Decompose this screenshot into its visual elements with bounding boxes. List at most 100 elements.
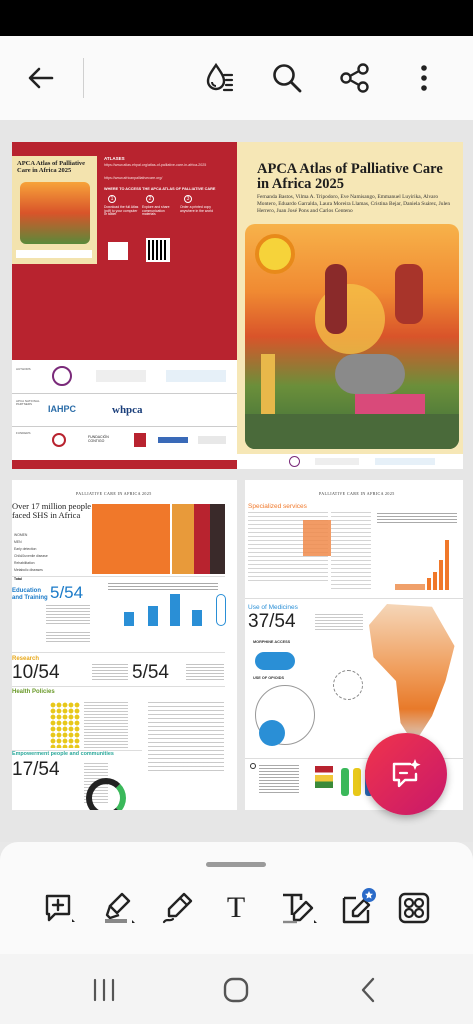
national-partners-label: APCA NATIONAL PARTNERS [16,399,40,407]
reading-mode-button[interactable] [197,56,241,100]
cover-thumbnail: APCA Atlas of Palliative Care in Africa … [12,156,97,264]
step-2-text: Explore and share communication material… [142,205,170,217]
more-tools-button[interactable] [392,886,436,930]
table-row: MEN [14,540,22,544]
highlighter-button[interactable] [97,886,141,930]
document-viewer[interactable]: APCA Atlas of Palliative Care in Africa … [0,120,473,842]
url-line-1[interactable]: https://www.atlas.ehpal.org/atlas-of-pal… [104,163,207,167]
highlighter-icon [105,892,135,923]
research-text-2 [186,664,224,682]
share-button[interactable] [333,56,377,100]
page-spread-left[interactable]: PALLIATIVE CARE IN AFRICA 2025 Over 17 m… [12,480,237,810]
ground-illustration [245,414,459,449]
building-icon [315,766,333,788]
text-tool-button[interactable]: T [214,886,258,930]
page-spread-right[interactable]: PALLIATIVE CARE IN AFRICA 2025 Specializ… [245,480,463,810]
logo-funder-4 [158,437,188,443]
figure-illustration-2 [395,264,423,324]
top-toolbar [0,36,473,120]
education-bar [148,606,158,626]
national-program-text [259,765,299,795]
table-row: Rehabilitation [14,561,35,565]
pen-draw-icon [162,892,193,924]
partner-logos-panel: AUTHORS APCA NATIONAL PARTNERS IAHPC whp… [12,360,237,460]
recents-button[interactable] [82,970,126,1010]
use-of-opioids-label: USE OF OPIOIDS [253,676,285,680]
medicines-text [315,614,363,632]
more-options-button[interactable] [402,56,446,100]
education-bar [170,594,180,626]
services-bar [433,572,437,590]
education-bar [192,610,202,626]
back-chevron-icon [361,977,375,1003]
edit-text-button[interactable] [277,886,321,930]
medicines-value: 37/54 [248,611,296,632]
giraffe-illustration [261,354,275,414]
logo-who-collaborating-centre [166,370,226,382]
cover-title: APCA Atlas of Palliative Care in Africa … [257,161,443,193]
policy-text [84,702,128,748]
headline: Over 17 million people faced SHS in Afri… [12,501,92,520]
page-front-cover[interactable]: APCA Atlas of Palliative Care in Africa … [237,142,463,469]
grid-tools-icon [398,892,430,924]
opioids-bubble [255,685,315,745]
page-back-cover[interactable]: APCA Atlas of Palliative Care in Africa … [12,142,237,469]
logo-universidad-navarra [315,458,359,465]
step-3-badge: 3 [184,195,192,203]
divider [245,598,463,599]
services-bar [427,578,431,590]
droplet-lines-icon [206,62,234,92]
specialized-services-title: Specialized services [248,503,307,510]
logo-whpca: whpca [112,404,143,416]
drag-handle[interactable] [206,862,266,867]
morphine-access-label: MORPHINE ACCESS [253,640,291,644]
sign-pen-icon [342,888,376,924]
treemap-block-3 [194,504,210,574]
logo-funder-5 [198,436,226,444]
download-badge[interactable] [108,242,128,260]
education-value: 5/54 [50,583,84,602]
text-icon: T [226,891,246,924]
qr-code[interactable] [146,238,170,262]
divider [12,393,237,394]
empowerment-donut [86,778,126,810]
toolbar-divider [83,58,84,98]
people-icon [353,768,361,796]
education-title: Education and Training [12,588,48,601]
houses-illustration [355,394,425,416]
step-3-text: Order a printed copy anywhere in the wor… [180,205,213,213]
thumbnail-illustration [20,182,90,244]
home-icon [223,977,249,1003]
search-button[interactable] [265,56,309,100]
table-row: Metabolic diseases [14,568,43,572]
sign-button[interactable] [336,886,380,930]
health-policies-title: Health Policies [12,689,55,695]
specialized-highlight [303,520,331,556]
ai-assistant-fab[interactable] [365,733,447,815]
cover-authors: Fernanda Bastos, Vilma A. Tripodoro, Eve… [257,194,451,214]
cover-logo-strip [237,454,463,469]
url-line-2[interactable]: https://www.africanpalliativecare.org/ [104,176,163,180]
services-bar [445,540,449,590]
magnifier-icon [250,763,256,769]
education-bar [124,612,134,626]
where-to-access-label: WHERE TO ACCESS THE APCA ATLAS OF PALLIA… [104,187,216,191]
system-back-button[interactable] [346,970,390,1010]
divider [12,426,237,427]
table-row: Early detection [14,547,37,551]
research-value-1: 10/54 [12,662,60,683]
map-legend-circle [333,670,363,700]
cover-illustration [245,224,459,449]
education-text-2 [46,632,90,644]
treemap-block-4 [210,504,225,574]
page-header: PALLIATIVE CARE IN AFRICA 2025 [319,491,395,496]
draw-button[interactable] [156,886,200,930]
add-comment-button[interactable] [37,886,81,930]
home-button[interactable] [214,970,258,1010]
back-button[interactable] [19,56,63,100]
treemap-block-2 [172,504,194,574]
step-1-badge: 1 [108,195,116,203]
research-value-2: 5/54 [132,662,169,683]
annotation-toolbar: T [0,842,473,954]
education-chart-title [108,583,218,591]
